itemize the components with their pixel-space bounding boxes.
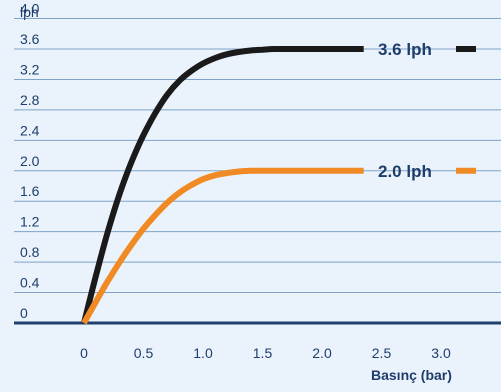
y-tick-label: 0.4 xyxy=(20,275,40,291)
x-tick-label: 3.0 xyxy=(431,345,451,361)
y-tick-label: 0.8 xyxy=(20,244,40,260)
y-tick-label: 3.2 xyxy=(20,61,40,77)
series-swatch-1 xyxy=(456,167,476,174)
series-line-0 xyxy=(81,45,364,324)
y-tick-label: 1.2 xyxy=(20,214,40,230)
series-line-1 xyxy=(81,167,364,325)
x-tick-label: 0 xyxy=(80,345,88,361)
x-tick-label: 1.5 xyxy=(253,345,273,361)
y-tick-labels: 0 0.4 0.8 1.2 1.6 2.0 2.4 2.8 3.2 3.6 4.0 xyxy=(20,1,40,321)
y-tick-label: 4.0 xyxy=(20,1,40,17)
y-tick-label: 2.8 xyxy=(20,92,40,108)
y-tick-label: 0 xyxy=(20,305,28,321)
y-tick-label: 3.6 xyxy=(20,31,40,47)
series-label-0: 3.6 lph xyxy=(378,40,432,59)
x-tick-label: 2.5 xyxy=(372,345,392,361)
x-tick-label: 0.5 xyxy=(134,345,154,361)
x-tick-labels: 0 0.5 1.0 1.5 2.0 2.5 3.0 xyxy=(80,345,451,361)
y-tick-label: 2.0 xyxy=(20,153,40,169)
x-tick-label: 1.0 xyxy=(193,345,213,361)
y-axis-label: lph xyxy=(20,4,39,20)
series-lines xyxy=(81,45,364,325)
series-labels: 3.6 lph 2.0 lph xyxy=(378,40,476,181)
y-tick-label: 2.4 xyxy=(20,122,40,138)
series-label-1: 2.0 lph xyxy=(378,162,432,181)
x-axis-label: Basınç (bar) xyxy=(371,367,452,383)
series-swatch-0 xyxy=(456,46,476,52)
y-tick-label: 1.6 xyxy=(20,183,40,199)
x-tick-label: 2.0 xyxy=(312,345,332,361)
